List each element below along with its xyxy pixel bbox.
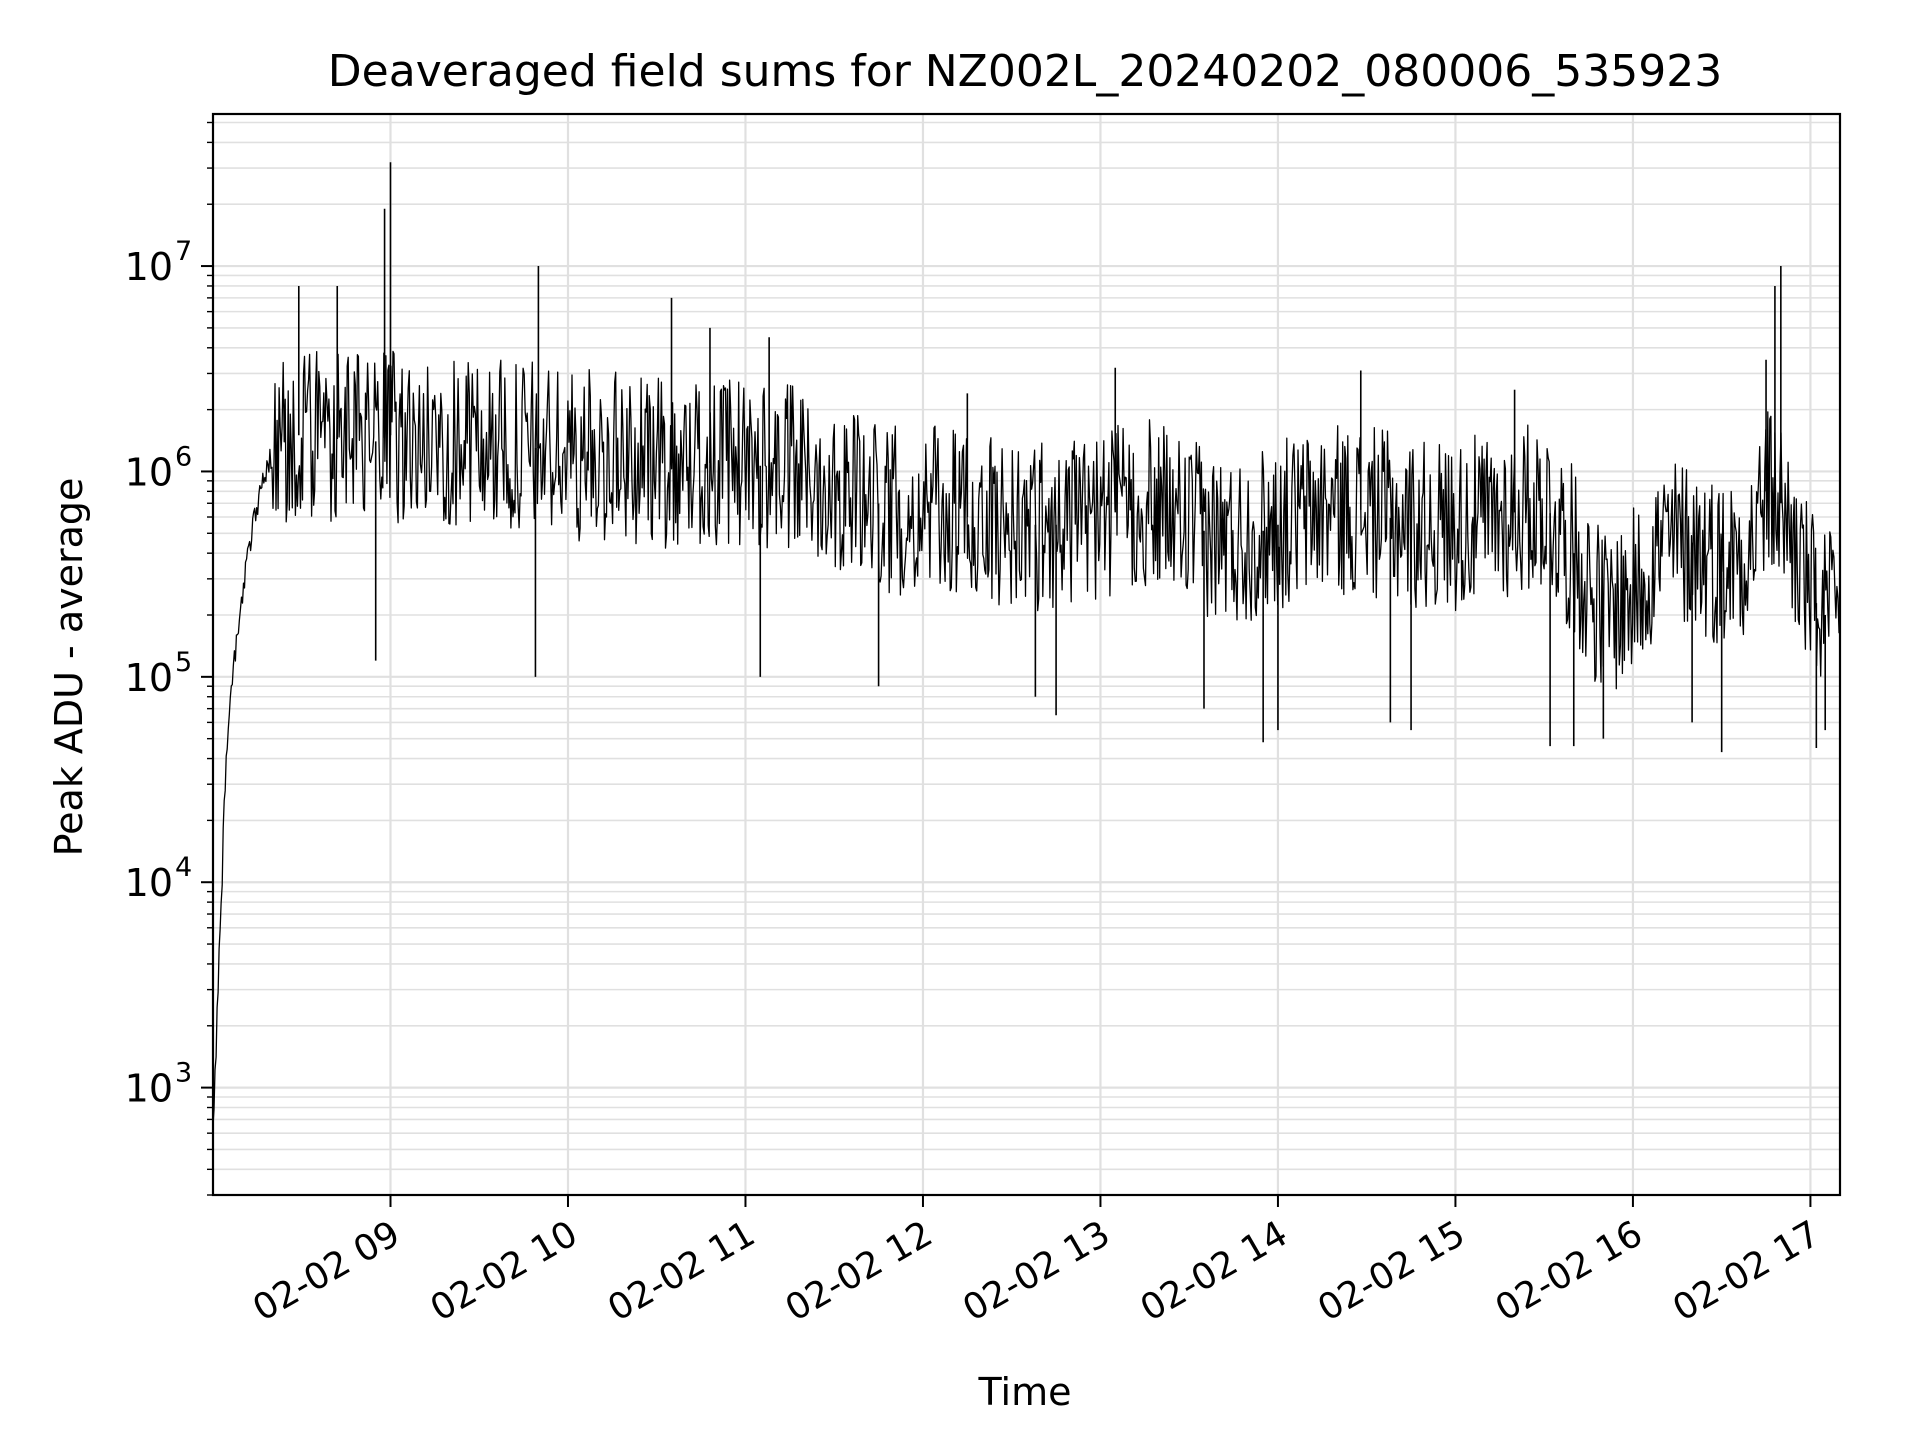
y-tick-label-exponent: 3 (175, 1058, 192, 1089)
x-tick-label: 02-02 17 (1666, 1213, 1827, 1329)
y-tick-label: 10 4 (125, 852, 193, 905)
x-tick-label: 02-02 14 (1134, 1213, 1295, 1329)
y-tick-label-base: 10 (125, 1067, 173, 1111)
y-tick-label: 10 3 (125, 1058, 193, 1111)
y-tick-label: 10 6 (125, 441, 193, 494)
x-tick-label: 02-02 15 (1311, 1213, 1472, 1329)
x-tick-label: 02-02 10 (424, 1213, 585, 1329)
series-line (212, 350, 1841, 1126)
data-series (212, 162, 1841, 1126)
axes (201, 112, 1842, 1207)
y-tick-label-exponent: 6 (175, 441, 192, 472)
x-axis-label: Time (978, 1370, 1072, 1414)
y-tick-label-exponent: 7 (175, 236, 192, 267)
x-tick-label: 02-02 12 (779, 1213, 940, 1329)
x-tick-label: 02-02 16 (1489, 1213, 1650, 1329)
x-tick-label: 02-02 11 (601, 1213, 762, 1329)
y-tick-label-base: 10 (125, 861, 173, 905)
y-tick-label: 10 5 (125, 647, 193, 700)
x-tick-label: 02-02 13 (956, 1213, 1117, 1329)
tick-labels: 02-02 09 02-02 10 02-02 11 02-02 12 02-02 13… (125, 236, 1827, 1330)
y-tick-label-base: 10 (125, 656, 173, 700)
x-tick-label: 02-02 09 (246, 1213, 407, 1329)
plot-frame (211, 112, 1842, 1197)
y-tick-label: 10 7 (125, 236, 193, 289)
chart-title: Deaveraged field sums for NZ002L_2024020… (328, 46, 1722, 97)
y-tick-label-exponent: 4 (175, 852, 192, 883)
y-tick-label-base: 10 (125, 245, 173, 289)
y-axis-label: Peak ADU - average (47, 478, 91, 857)
y-tick-label-exponent: 5 (175, 647, 192, 678)
y-tick-label-base: 10 (125, 450, 173, 494)
grid (213, 114, 1840, 1196)
